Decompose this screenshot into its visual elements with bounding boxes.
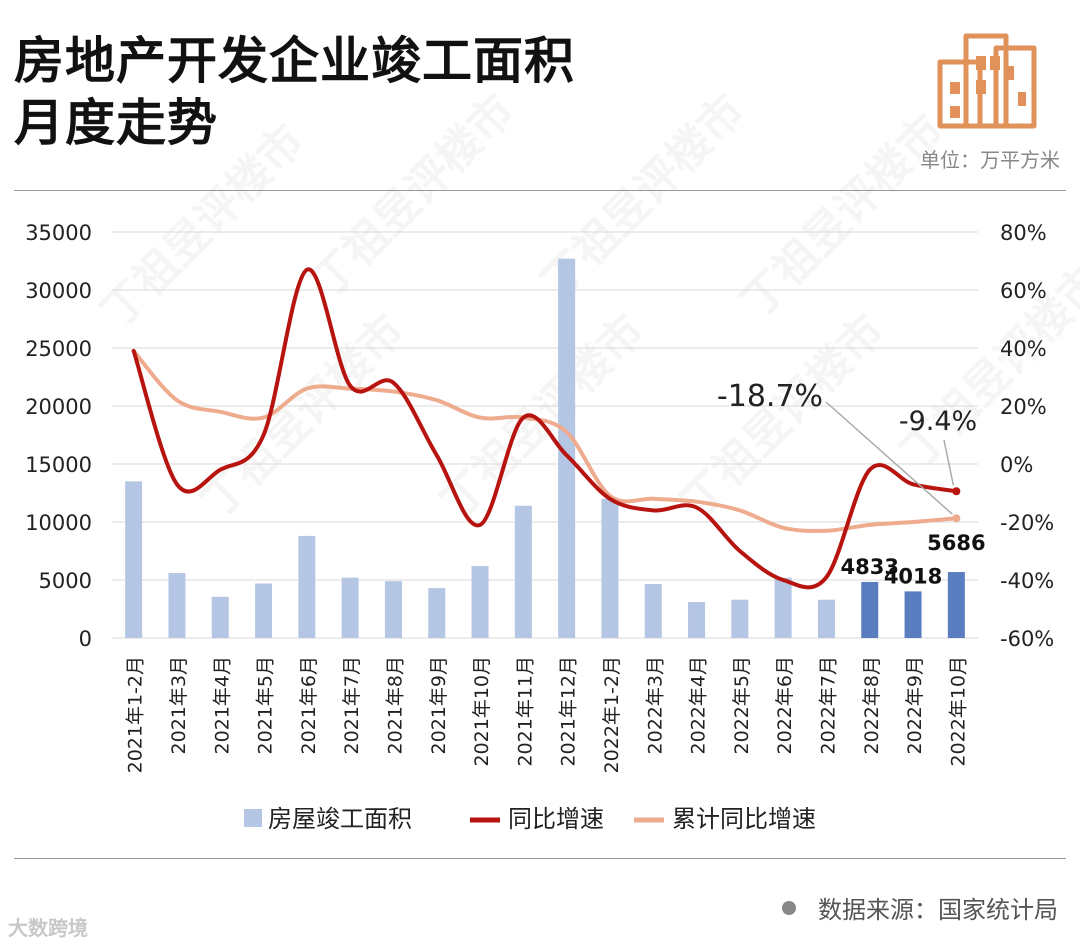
x-tick-label: 2022年7月 <box>817 656 839 754</box>
data-source: 数据来源：国家统计局 <box>782 890 1058 925</box>
x-tick-label: 2021年4月 <box>211 656 233 754</box>
bar <box>904 591 922 638</box>
legend-yoy-label: 同比增速 <box>508 805 604 833</box>
cumulative-yoy-line <box>131 348 959 533</box>
y-right-tick-label: -20% <box>1000 511 1054 535</box>
y-left-tick-label: 35000 <box>25 221 92 245</box>
x-tick-label: 2021年8月 <box>384 656 406 754</box>
y-left-tick-label: 0 <box>79 627 92 651</box>
watermark-text: 丁祖昱评楼市 <box>672 305 895 528</box>
x-tick-label: 2021年3月 <box>168 656 190 754</box>
y-right-tick-label: 40% <box>1000 337 1047 361</box>
y-right-tick-label: 0% <box>1000 453 1033 477</box>
bar <box>774 577 792 638</box>
annotation-leader-line <box>943 439 955 486</box>
bar <box>428 588 446 638</box>
y-right-tick-label: 80% <box>1000 221 1047 245</box>
x-tick-label: 2022年10月 <box>947 656 969 767</box>
bar <box>341 577 359 638</box>
y-left-tick-label: 10000 <box>25 511 92 535</box>
y-right-tick-label: -40% <box>1000 569 1054 593</box>
y-right-tick-label: 20% <box>1000 395 1047 419</box>
title-line-1: 房地产开发企业竣工面积 <box>14 32 575 90</box>
legend-cum-label: 累计同比增速 <box>672 805 816 833</box>
annotation-cumulative-value: -18.7% <box>717 379 823 414</box>
bar <box>514 505 532 638</box>
y-right-tick-label: -60% <box>1000 627 1054 651</box>
y-left-tick-label: 5000 <box>39 569 92 593</box>
bar <box>731 599 749 638</box>
cumulative-end-marker <box>952 514 961 523</box>
bar-value-label: 4018 <box>884 564 942 588</box>
bottom-divider <box>14 858 1066 859</box>
bullet-dot-icon <box>782 900 796 915</box>
unit-label: 单位：万平方米 <box>920 148 1060 172</box>
top-divider <box>14 190 1066 191</box>
annotation-yoy-value: -9.4% <box>899 406 977 437</box>
x-tick-label: 2021年12月 <box>558 656 580 767</box>
x-tick-label: 2022年3月 <box>644 656 666 754</box>
brand-logo: 大数跨境 <box>8 916 88 940</box>
legend-bar-swatch <box>244 809 262 827</box>
x-tick-label: 2021年6月 <box>298 656 320 754</box>
bar <box>384 581 402 638</box>
bar <box>211 596 229 638</box>
legend-bar-label: 房屋竣工面积 <box>268 805 412 833</box>
y-left-tick-label: 20000 <box>25 395 92 419</box>
x-tick-label: 2022年6月 <box>774 656 796 754</box>
y-right-tick-label: 60% <box>1000 279 1047 303</box>
annotation-leader-line <box>825 401 953 515</box>
x-tick-label: 2021年5月 <box>255 656 277 754</box>
watermark-text: 丁祖昱评楼市 <box>892 255 1080 478</box>
x-tick-label: 2021年9月 <box>428 656 450 754</box>
bar <box>947 572 965 638</box>
yoy-line <box>131 267 959 590</box>
bar-value-label: 5686 <box>927 531 985 555</box>
x-tick-label: 2021年1-2月 <box>125 656 147 773</box>
bar <box>644 584 662 638</box>
bar-value-label: 4833 <box>841 555 899 579</box>
watermark-text: 丁祖昱评楼市 <box>432 305 655 528</box>
title-line-2: 月度走势 <box>14 94 218 152</box>
y-left-tick-label: 25000 <box>25 337 92 361</box>
bar <box>298 535 316 638</box>
bar <box>688 602 706 638</box>
yoy-end-marker <box>952 487 961 496</box>
y-left-tick-label: 15000 <box>25 453 92 477</box>
x-tick-label: 2022年9月 <box>904 656 926 754</box>
x-tick-label: 2022年4月 <box>688 656 710 754</box>
watermark-text: 丁祖昱评楼市 <box>92 115 315 338</box>
watermark-text: 丁祖昱评楼市 <box>192 305 415 528</box>
x-tick-label: 2021年7月 <box>341 656 363 754</box>
bar <box>601 498 619 638</box>
y-left-tick-label: 30000 <box>25 279 92 303</box>
bar <box>471 566 489 638</box>
x-tick-label: 2022年5月 <box>731 656 753 754</box>
data-source-text: 数据来源：国家统计局 <box>818 896 1058 924</box>
bar <box>255 583 273 638</box>
bar <box>168 573 186 638</box>
bar <box>861 581 879 638</box>
watermark-text: 丁祖昱评楼市 <box>302 85 525 308</box>
x-tick-label: 2021年10月 <box>471 656 493 767</box>
watermark-text: 丁祖昱评楼市 <box>732 105 955 328</box>
x-tick-label: 2022年8月 <box>861 656 883 754</box>
bar <box>817 599 835 638</box>
x-tick-label: 2022年1-2月 <box>601 656 623 773</box>
bar <box>125 481 143 638</box>
chart-title: 房地产开发企业竣工面积 月度走势 <box>14 30 575 154</box>
x-tick-label: 2021年11月 <box>514 656 536 767</box>
bar <box>558 258 576 638</box>
building-icon <box>937 33 1037 129</box>
